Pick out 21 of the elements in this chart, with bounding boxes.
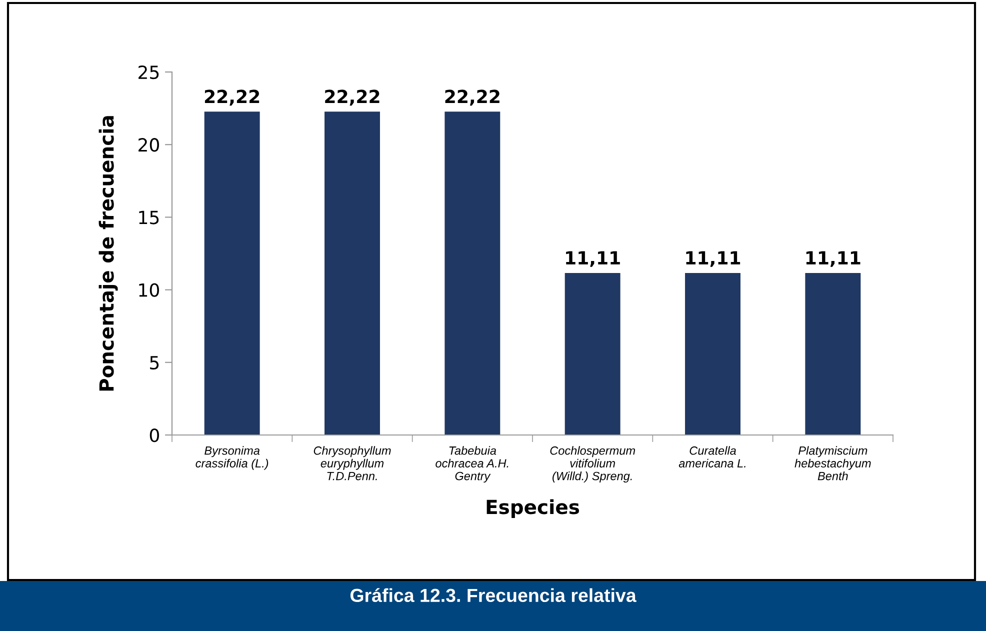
x-tick-label: Platymiscium hebestachyum Benth bbox=[794, 446, 871, 480]
data-label: 22,22 bbox=[204, 90, 260, 106]
y-tick-label: 15 bbox=[139, 210, 159, 224]
x-tick-label: Cochlospermum vitifolium (Willd.) Spreng. bbox=[550, 446, 636, 483]
y-tick-label: 25 bbox=[138, 65, 159, 80]
x-axis-title: Especies bbox=[486, 499, 580, 518]
x-tick-label: Byrsonima crassifolia (L.) bbox=[196, 446, 268, 470]
x-tick-label: Curatella americana L. bbox=[678, 446, 746, 468]
x-tick-label: Chrysophyllum euryphyllum T.D.Penn. bbox=[314, 446, 391, 480]
y-tick-label: 0 bbox=[150, 428, 159, 442]
data-label: 11,11 bbox=[686, 251, 740, 267]
text: Gráfica 12.3. Frecuencia relativa bbox=[350, 588, 636, 602]
data-label: 11,11 bbox=[566, 251, 620, 267]
y-axis-title: Poncentaje de frecuencia bbox=[98, 116, 118, 391]
y-tick-label: 20 bbox=[138, 138, 159, 152]
x-tick-label: Tabebuia ochracea A.H. Gentry bbox=[436, 446, 508, 483]
y-tick-label: 5 bbox=[150, 356, 159, 370]
y-tick-label: 10 bbox=[139, 283, 159, 297]
data-label: 22,22 bbox=[445, 90, 500, 106]
data-label: 11,11 bbox=[806, 251, 860, 267]
data-label: 22,22 bbox=[325, 90, 380, 106]
